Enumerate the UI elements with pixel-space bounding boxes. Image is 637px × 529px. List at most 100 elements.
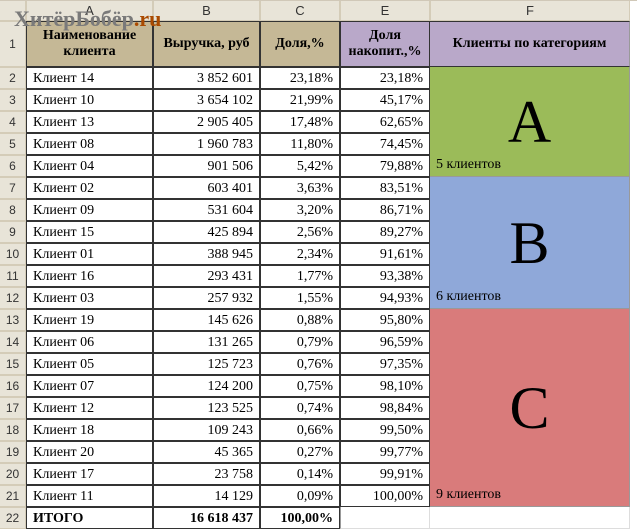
cell-name[interactable]: Клиент 12: [26, 397, 153, 419]
cell-share[interactable]: 0,79%: [260, 331, 340, 353]
col-head-f[interactable]: F: [430, 1, 630, 21]
cell-blank-f[interactable]: [430, 507, 630, 529]
cell-share[interactable]: 3,20%: [260, 199, 340, 221]
cell-revenue[interactable]: 3 654 102: [153, 89, 260, 111]
cell-share[interactable]: 0,14%: [260, 463, 340, 485]
cell-share[interactable]: 1,55%: [260, 287, 340, 309]
cell-name[interactable]: Клиент 11: [26, 485, 153, 507]
cell-share[interactable]: 2,34%: [260, 243, 340, 265]
cell-name[interactable]: Клиент 18: [26, 419, 153, 441]
row-head-5[interactable]: 5: [0, 133, 26, 155]
select-all-corner[interactable]: [0, 1, 26, 21]
cell-name[interactable]: Клиент 09: [26, 199, 153, 221]
cell-name[interactable]: Клиент 02: [26, 177, 153, 199]
cell-share[interactable]: 0,88%: [260, 309, 340, 331]
cell-revenue[interactable]: 23 758: [153, 463, 260, 485]
cell-cumul[interactable]: 86,71%: [340, 199, 430, 221]
cell-name[interactable]: Клиент 13: [26, 111, 153, 133]
cell-cumul[interactable]: 94,93%: [340, 287, 430, 309]
cell-name[interactable]: Клиент 05: [26, 353, 153, 375]
cell-revenue[interactable]: 123 525: [153, 397, 260, 419]
cell-share[interactable]: 21,99%: [260, 89, 340, 111]
cell-name[interactable]: Клиент 14: [26, 67, 153, 89]
cell-cumul[interactable]: 79,88%: [340, 155, 430, 177]
row-head-21[interactable]: 21: [0, 485, 26, 507]
cell-cumul[interactable]: 74,45%: [340, 133, 430, 155]
cell-cumul[interactable]: 97,35%: [340, 353, 430, 375]
row-head-3[interactable]: 3: [0, 89, 26, 111]
cell-share[interactable]: 0,74%: [260, 397, 340, 419]
cell-share[interactable]: 23,18%: [260, 67, 340, 89]
cell-revenue[interactable]: 901 506: [153, 155, 260, 177]
cell-revenue[interactable]: 603 401: [153, 177, 260, 199]
cell-total-name[interactable]: ИТОГО: [26, 507, 153, 529]
row-head-11[interactable]: 11: [0, 265, 26, 287]
row-head-15[interactable]: 15: [0, 353, 26, 375]
cell-name[interactable]: Клиент 04: [26, 155, 153, 177]
cell-revenue[interactable]: 145 626: [153, 309, 260, 331]
cell-revenue[interactable]: 45 365: [153, 441, 260, 463]
row-head-9[interactable]: 9: [0, 221, 26, 243]
cell-share[interactable]: 11,80%: [260, 133, 340, 155]
row-head-13[interactable]: 13: [0, 309, 26, 331]
row-head-18[interactable]: 18: [0, 419, 26, 441]
cell-cumul[interactable]: 45,17%: [340, 89, 430, 111]
cell-name[interactable]: Клиент 15: [26, 221, 153, 243]
cell-cumul[interactable]: 95,80%: [340, 309, 430, 331]
row-head-12[interactable]: 12: [0, 287, 26, 309]
cell-cumul[interactable]: 89,27%: [340, 221, 430, 243]
row-head-10[interactable]: 10: [0, 243, 26, 265]
cell-cumul[interactable]: 96,59%: [340, 331, 430, 353]
row-head-4[interactable]: 4: [0, 111, 26, 133]
cell-revenue[interactable]: 2 905 405: [153, 111, 260, 133]
cell-revenue[interactable]: 1 960 783: [153, 133, 260, 155]
cell-revenue[interactable]: 125 723: [153, 353, 260, 375]
cell-cumul[interactable]: 91,61%: [340, 243, 430, 265]
cell-cumul[interactable]: 100,00%: [340, 485, 430, 507]
row-head-17[interactable]: 17: [0, 397, 26, 419]
cell-name[interactable]: Клиент 10: [26, 89, 153, 111]
cell-revenue[interactable]: 293 431: [153, 265, 260, 287]
row-head-7[interactable]: 7: [0, 177, 26, 199]
cell-share[interactable]: 0,27%: [260, 441, 340, 463]
cell-share[interactable]: 0,66%: [260, 419, 340, 441]
cell-share[interactable]: 2,56%: [260, 221, 340, 243]
cell-cumul[interactable]: 99,77%: [340, 441, 430, 463]
col-head-c[interactable]: C: [260, 1, 340, 21]
cell-cumul[interactable]: 99,91%: [340, 463, 430, 485]
row-head-20[interactable]: 20: [0, 463, 26, 485]
cell-name[interactable]: Клиент 19: [26, 309, 153, 331]
cell-share[interactable]: 0,76%: [260, 353, 340, 375]
cell-name[interactable]: Клиент 16: [26, 265, 153, 287]
cell-revenue[interactable]: 109 243: [153, 419, 260, 441]
row-head-8[interactable]: 8: [0, 199, 26, 221]
row-head-16[interactable]: 16: [0, 375, 26, 397]
cell-share[interactable]: 1,77%: [260, 265, 340, 287]
cell-name[interactable]: Клиент 20: [26, 441, 153, 463]
cell-name[interactable]: Клиент 07: [26, 375, 153, 397]
cell-cumul[interactable]: 62,65%: [340, 111, 430, 133]
cell-blank-e[interactable]: [340, 507, 430, 529]
cell-revenue[interactable]: 3 852 601: [153, 67, 260, 89]
row-head-19[interactable]: 19: [0, 441, 26, 463]
row-head-14[interactable]: 14: [0, 331, 26, 353]
cell-revenue[interactable]: 131 265: [153, 331, 260, 353]
cell-total-share[interactable]: 100,00%: [260, 507, 340, 529]
cell-revenue[interactable]: 531 604: [153, 199, 260, 221]
cell-cumul[interactable]: 23,18%: [340, 67, 430, 89]
cell-cumul[interactable]: 83,51%: [340, 177, 430, 199]
cell-revenue[interactable]: 257 932: [153, 287, 260, 309]
col-head-a[interactable]: A: [26, 1, 153, 21]
cell-name[interactable]: Клиент 06: [26, 331, 153, 353]
cell-cumul[interactable]: 93,38%: [340, 265, 430, 287]
cell-share[interactable]: 0,09%: [260, 485, 340, 507]
cell-revenue[interactable]: 388 945: [153, 243, 260, 265]
cell-revenue[interactable]: 14 129: [153, 485, 260, 507]
row-head-6[interactable]: 6: [0, 155, 26, 177]
cell-share[interactable]: 3,63%: [260, 177, 340, 199]
col-head-e[interactable]: E: [340, 1, 430, 21]
cell-cumul[interactable]: 99,50%: [340, 419, 430, 441]
row-head-2[interactable]: 2: [0, 67, 26, 89]
cell-name[interactable]: Клиент 03: [26, 287, 153, 309]
cell-total-rev[interactable]: 16 618 437: [153, 507, 260, 529]
